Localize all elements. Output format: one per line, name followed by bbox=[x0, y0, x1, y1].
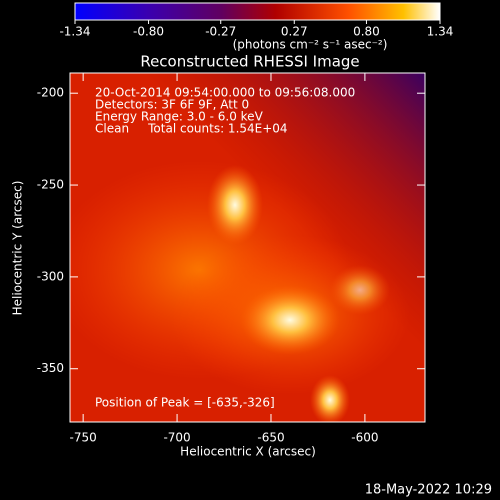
x-tick-label: -650 bbox=[257, 431, 284, 445]
x-tick-label: -750 bbox=[70, 431, 97, 445]
x-tick-label: -600 bbox=[351, 431, 378, 445]
colorbar bbox=[74, 2, 441, 21]
chart-title: Reconstructed RHESSI Image bbox=[140, 53, 359, 71]
colorbar-tick-label: -1.34 bbox=[59, 25, 90, 39]
annotation: Detectors: 3F 6F 9F, Att 0 bbox=[95, 98, 249, 112]
y-axis-label: Heliocentric Y (arcsec) bbox=[11, 181, 25, 316]
colorbar-label: (photons cm⁻² s⁻¹ asec⁻²) bbox=[233, 38, 388, 52]
plot-frame bbox=[69, 72, 426, 423]
y-tick-label: -350 bbox=[37, 361, 64, 375]
x-tick-label: -700 bbox=[163, 431, 190, 445]
y-tick-label: -300 bbox=[37, 269, 64, 283]
annotation: Energy Range: 3.0 - 6.0 keV bbox=[95, 110, 264, 124]
colorbar-tick-label: 0.80 bbox=[353, 25, 380, 39]
y-tick-label: -250 bbox=[37, 178, 64, 192]
image bbox=[70, 73, 425, 422]
colorbar-tick-label: 1.34 bbox=[427, 25, 454, 39]
x-axis-label: Heliocentric X (arcsec) bbox=[180, 445, 316, 459]
y-tick-label: -200 bbox=[37, 86, 64, 100]
colorbar-tick-label: 0.27 bbox=[281, 25, 308, 39]
colorbar-tick-label: -0.80 bbox=[133, 25, 164, 39]
colorbar-tick-label: -0.27 bbox=[205, 25, 236, 39]
peak-label: Position of Peak = [-635,-326] bbox=[95, 396, 275, 410]
footer: 18-May-2022 10:29 bbox=[365, 483, 492, 498]
annotation: Clean Total counts: 1.54E+04 bbox=[95, 122, 288, 136]
annotation: 20-Oct-2014 09:54:00.000 to 09:56:08.000 bbox=[95, 86, 355, 100]
